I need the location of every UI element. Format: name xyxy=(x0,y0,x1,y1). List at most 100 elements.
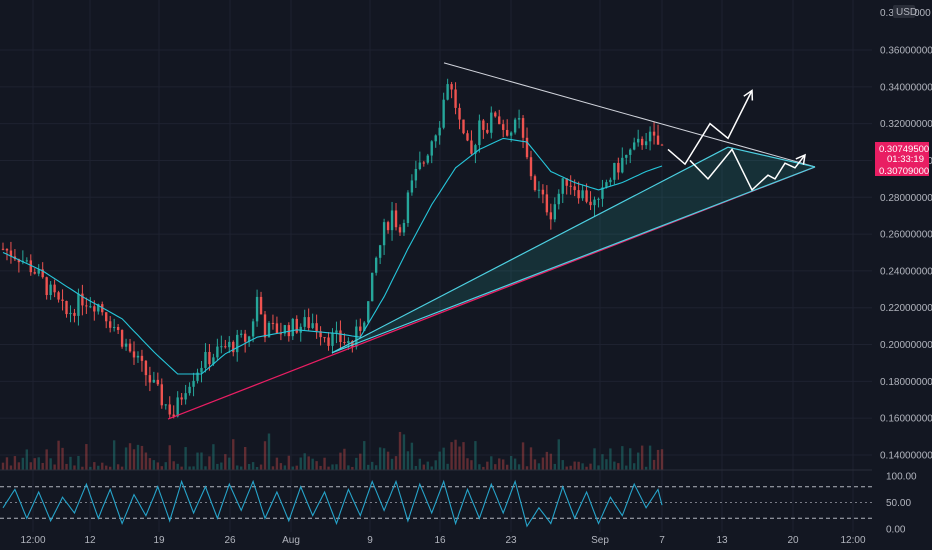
candle-body xyxy=(311,323,314,328)
candle-body xyxy=(236,334,239,353)
candle-body xyxy=(406,192,410,224)
candle-body xyxy=(331,332,334,346)
candle-body xyxy=(73,312,76,316)
candle-body xyxy=(339,330,342,343)
price-tick-label: 0.26000000 xyxy=(880,230,932,241)
candle-body xyxy=(275,323,279,334)
volume-bar xyxy=(585,466,588,470)
candle-body xyxy=(529,157,533,177)
candle-body xyxy=(164,404,167,406)
candle-body xyxy=(525,137,529,158)
price-axis[interactable]: 0.14000000 0.16000000 0.18000000 0.20000000… xyxy=(873,0,932,550)
price-tick-label: 0.24000000 xyxy=(880,266,932,277)
volume-bar xyxy=(144,452,148,470)
volume-bar xyxy=(426,461,429,470)
volume-bar xyxy=(77,455,80,470)
candlestick-series xyxy=(1,78,664,419)
candle-body xyxy=(410,180,414,193)
price-tick-label: 0.20000000 xyxy=(880,340,932,351)
candle-body xyxy=(517,118,521,120)
volume-bar xyxy=(652,459,656,470)
candle-body xyxy=(148,375,152,383)
candle-body xyxy=(224,346,227,348)
volume-bar xyxy=(648,445,652,470)
time-tick-label: 12 xyxy=(84,535,96,546)
candle-body xyxy=(494,112,497,117)
price-tick-label: 0.22000000 xyxy=(880,303,932,314)
price-tick-label: 0.14000000 xyxy=(880,451,932,462)
volume-bar xyxy=(593,448,596,470)
volume-bar xyxy=(21,457,25,470)
candle-body xyxy=(57,292,60,300)
candle-body xyxy=(382,222,386,246)
price-tick-label: 0.32000000 xyxy=(880,119,932,130)
volume-bar xyxy=(537,463,541,470)
candle-body xyxy=(263,314,267,338)
volume-bar xyxy=(299,457,302,470)
volume-bar xyxy=(263,441,267,470)
volume-bar xyxy=(410,442,414,470)
candle-body xyxy=(200,367,203,373)
candle-body xyxy=(585,190,588,202)
volume-bar xyxy=(25,449,29,470)
volume-bar xyxy=(533,459,537,470)
currency-badge xyxy=(893,5,915,18)
volume-bar xyxy=(490,456,493,470)
volume-bar xyxy=(208,456,211,470)
volume-bar xyxy=(184,447,187,470)
candle-body xyxy=(160,384,163,406)
candle-body xyxy=(418,162,422,170)
time-tick-label: Sep xyxy=(591,535,609,546)
candle-body xyxy=(295,318,298,333)
volume-bar xyxy=(502,459,505,470)
price-tick-label-partial: 0.3 xyxy=(880,8,894,19)
candle-body xyxy=(9,250,13,257)
triangle-lower-edge xyxy=(331,166,816,354)
volume-bar xyxy=(251,462,255,470)
candle-body xyxy=(251,321,255,337)
candle-body xyxy=(37,269,40,274)
volume-bar xyxy=(422,464,425,470)
candle-body xyxy=(462,119,465,134)
candle-body xyxy=(172,414,175,417)
candle-body xyxy=(644,141,648,146)
volume-bar xyxy=(545,451,549,470)
volume-bar xyxy=(509,455,513,470)
volume-bar xyxy=(176,463,179,470)
oscillator-line xyxy=(2,479,663,528)
candle-body xyxy=(69,312,72,315)
candle-body xyxy=(184,393,187,400)
candle-body xyxy=(77,293,80,316)
volume-bar xyxy=(279,463,283,470)
time-axis[interactable]: 12:00 12 19 26 Aug 9 16 23 Sep 7 13 20 12:00 xyxy=(20,535,865,546)
volume-bar xyxy=(168,445,171,470)
candle-body xyxy=(120,330,124,347)
candle-body xyxy=(283,325,287,334)
volume-bar xyxy=(291,466,294,470)
volume-bar xyxy=(180,466,183,470)
volume-bar xyxy=(204,466,207,470)
drawing-tools[interactable] xyxy=(167,62,816,420)
volume-bar xyxy=(541,457,545,470)
volume-bar xyxy=(525,466,529,470)
candle-body xyxy=(85,305,88,307)
candle-body xyxy=(390,210,394,231)
candle-body xyxy=(192,380,195,387)
candle-body xyxy=(605,182,608,188)
volume-bar xyxy=(577,461,580,470)
volume-bar xyxy=(53,464,56,470)
volume-bar xyxy=(553,463,557,470)
candle-body xyxy=(116,327,120,331)
candle-body xyxy=(394,210,398,228)
candle-body xyxy=(61,299,64,301)
candle-body xyxy=(105,312,108,322)
price-tick-label: 0.16000000 xyxy=(880,414,932,425)
volume-bar xyxy=(220,462,223,470)
candle-body xyxy=(426,155,429,163)
candle-body xyxy=(660,144,664,146)
volume-bar xyxy=(73,465,76,470)
time-tick-label: 13 xyxy=(716,535,728,546)
volume-bar xyxy=(561,460,564,470)
candle-body xyxy=(271,322,275,324)
